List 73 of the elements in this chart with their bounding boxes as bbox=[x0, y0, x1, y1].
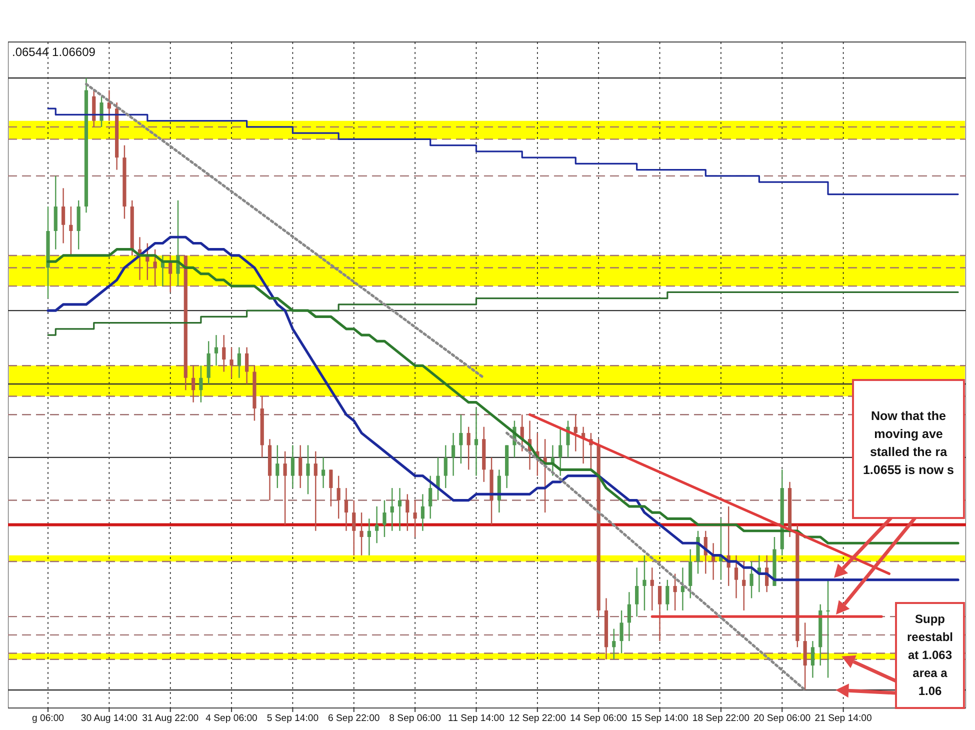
candlestick bbox=[810, 640, 815, 678]
candlestick bbox=[329, 469, 333, 507]
annotation: Now that the moving ave stalled the ra 1.0655 is now s bbox=[862, 409, 954, 477]
candlestick bbox=[466, 426, 470, 470]
x-tick-label: 12 Sep 22:00 bbox=[508, 713, 566, 724]
x-tick-label: 31 Aug 22:00 bbox=[142, 713, 199, 724]
candlestick bbox=[298, 444, 302, 489]
candlestick bbox=[474, 408, 478, 476]
x-tick-label: 5 Sep 14:00 bbox=[266, 713, 319, 724]
candlestick bbox=[222, 334, 226, 372]
candlestick bbox=[61, 188, 66, 244]
text: .06544 1.06609 bbox=[12, 45, 96, 59]
x-tick-label: 20 Sep 06:00 bbox=[754, 713, 811, 724]
candlestick bbox=[306, 444, 310, 495]
x-tick-label: 6 Sep 22:00 bbox=[328, 713, 380, 724]
candlestick bbox=[314, 450, 318, 532]
candlestick bbox=[826, 579, 830, 678]
candlestick bbox=[360, 512, 364, 556]
candlestick bbox=[420, 494, 425, 532]
candlestick bbox=[444, 444, 448, 489]
candlestick bbox=[428, 475, 432, 520]
candlestick bbox=[750, 560, 754, 599]
candlestick bbox=[245, 346, 249, 385]
candlestick bbox=[290, 444, 295, 489]
candlestick bbox=[635, 567, 639, 618]
x-tick-label: g 06:00 bbox=[32, 713, 64, 724]
candlestick bbox=[367, 518, 371, 556]
candlestick bbox=[566, 420, 570, 458]
candlestick bbox=[390, 487, 394, 532]
candlestick bbox=[352, 500, 356, 556]
annotation: Supp reestabl at 1.063 area a 1.06 bbox=[906, 612, 954, 698]
candlestick bbox=[69, 206, 73, 256]
candlestick bbox=[214, 334, 218, 366]
candlestick bbox=[321, 456, 326, 489]
candlestick bbox=[382, 500, 386, 538]
candlestick bbox=[650, 567, 654, 612]
candlestick bbox=[436, 456, 440, 501]
candlestick bbox=[658, 585, 662, 642]
candlestick bbox=[100, 96, 104, 128]
candlestick bbox=[680, 567, 685, 612]
candlestick bbox=[734, 554, 738, 599]
candlestick bbox=[283, 450, 287, 526]
x-tick-label: 21 Sep 14:00 bbox=[814, 713, 872, 724]
candlestick bbox=[666, 579, 670, 612]
candlestick bbox=[176, 200, 180, 287]
x-tick-label: 14 Sep 06:00 bbox=[570, 713, 628, 724]
candlestick bbox=[451, 432, 456, 476]
candlestick bbox=[199, 365, 203, 403]
candlestick bbox=[153, 248, 157, 287]
candlestick bbox=[375, 506, 379, 544]
candlestick bbox=[612, 628, 616, 660]
candlestick bbox=[344, 487, 348, 532]
candlestick bbox=[742, 560, 746, 612]
candlestick bbox=[237, 346, 241, 378]
candlestick bbox=[627, 591, 631, 642]
candlestick bbox=[230, 346, 234, 378]
candlestick bbox=[673, 573, 677, 612]
candlestick bbox=[398, 487, 402, 532]
candlestick bbox=[642, 554, 646, 612]
x-tick-label: 30 Aug 14:00 bbox=[80, 713, 138, 724]
x-tick-label: 4 Sep 06:00 bbox=[206, 713, 258, 724]
x-tick-label: 11 Sep 14:00 bbox=[448, 713, 504, 724]
candlestick bbox=[276, 444, 280, 489]
x-tick-label: 15 Sep 14:00 bbox=[631, 713, 688, 724]
candlestick bbox=[413, 500, 417, 538]
candlestick bbox=[574, 414, 578, 452]
candlestick bbox=[336, 475, 340, 520]
candlestick bbox=[459, 414, 463, 464]
x-tick-label: 18 Sep 22:00 bbox=[692, 713, 750, 724]
candlestick bbox=[406, 494, 410, 532]
x-tick-label: 8 Sep 06:00 bbox=[389, 713, 441, 724]
candlestick bbox=[620, 610, 624, 654]
candlestick bbox=[191, 365, 196, 403]
